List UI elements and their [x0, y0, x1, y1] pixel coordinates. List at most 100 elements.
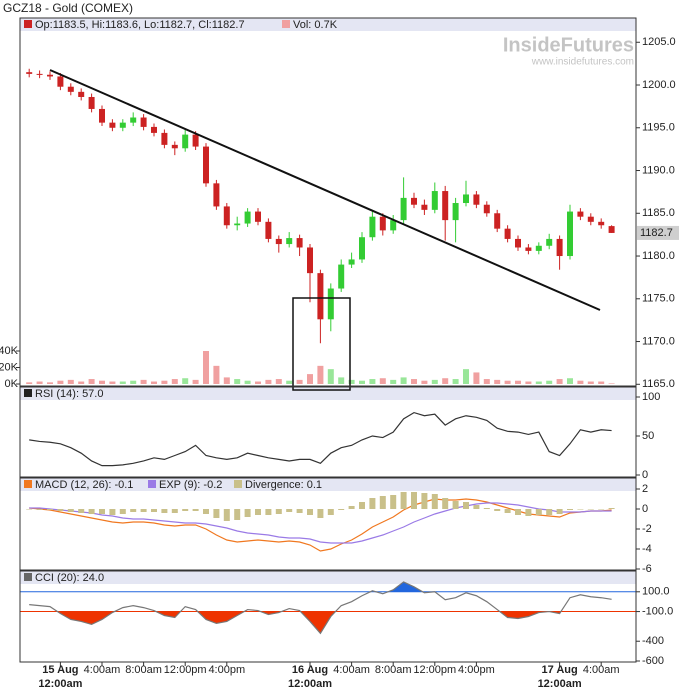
candle-body [109, 122, 116, 128]
candle-body [369, 216, 376, 238]
volume-bar [265, 379, 272, 384]
divergence-bar [307, 509, 313, 515]
volume-bar [161, 380, 168, 384]
candle-body [78, 91, 85, 97]
divergence-bar [390, 495, 397, 509]
volume-bar [171, 379, 178, 384]
volume-bar [442, 378, 449, 384]
volume-bar [223, 377, 230, 384]
divergence-bar [265, 509, 272, 515]
volume-bar [57, 380, 64, 384]
divergence-bar [57, 509, 64, 511]
candle-body [421, 204, 428, 210]
legend-text: Vol: 0.7K [293, 19, 338, 31]
candle-body [338, 264, 345, 289]
volume-bar [556, 379, 563, 384]
indicator-line [29, 581, 612, 635]
volume-bar [234, 379, 241, 384]
divergence-bar [234, 509, 241, 520]
candle-body [36, 73, 43, 75]
panel-frame [19, 570, 637, 663]
divergence-bar [182, 509, 189, 511]
volume-bar [244, 380, 251, 384]
volume-bar [421, 380, 428, 384]
candle-body [546, 238, 553, 246]
divergence-bar [525, 509, 532, 516]
divergence-bar [130, 509, 137, 512]
volume-bar [296, 379, 303, 384]
volume-bar [192, 379, 199, 384]
volume-bar [400, 377, 407, 384]
divergence-bar [587, 509, 594, 510]
y-tick-label: -6 [642, 563, 652, 575]
panel-frame [19, 477, 637, 571]
divergence-bar [535, 509, 542, 515]
volume-bar [307, 374, 313, 384]
candle-body [67, 86, 74, 92]
candle-body [587, 216, 594, 222]
divergence-bar [567, 509, 573, 510]
divergence-bar [504, 509, 511, 513]
candle-body [265, 221, 272, 239]
y-tick-label: 1185.0 [642, 207, 675, 219]
divergence-bar [47, 509, 53, 510]
trend-line [49, 69, 601, 311]
candle-body [99, 108, 105, 123]
y-tick-label: 1205.0 [642, 36, 676, 48]
x-tick-label: 12:00am [38, 678, 82, 689]
divergence-bar [151, 509, 157, 512]
volume-bar [431, 379, 438, 384]
volume-bar [99, 380, 105, 384]
divergence-bar [317, 509, 324, 518]
candle-body [556, 238, 563, 257]
y-tick-label: 0 [642, 469, 648, 481]
volume-bar [567, 378, 573, 384]
candle-body [213, 183, 220, 207]
divergence-bar [255, 509, 261, 515]
divergence-bar [36, 509, 43, 510]
y-tick-label: 0K [5, 378, 19, 390]
divergence-bar [119, 509, 126, 514]
volume-bar [88, 379, 95, 384]
volume-bar [286, 380, 293, 384]
y-tick-label: 100 [642, 391, 660, 403]
volume-bar [348, 379, 355, 384]
candle-body [411, 197, 417, 205]
volume-bar [379, 378, 386, 384]
y-tick-label: 2 [642, 483, 648, 495]
indicator-line [29, 411, 612, 467]
volume-bar [463, 369, 469, 384]
volume-bar [608, 383, 615, 384]
x-tick-label: 4:00pm [458, 664, 495, 676]
volume-bar [504, 380, 511, 384]
y-tick-label: -400 [642, 635, 664, 647]
legend-band [20, 571, 636, 584]
volume-bar [130, 380, 137, 384]
candle-body [171, 144, 178, 149]
volume-bar [109, 381, 116, 384]
divergence-bar [598, 509, 605, 510]
candle-body [483, 204, 490, 214]
divergence-bar [452, 501, 459, 509]
legend-swatch [234, 480, 242, 488]
marks: 1165.0 1170.0 1175.0 1180.0 1185.0 1190.0 1195… [0, 36, 679, 690]
y-tick-label: 1175.0 [642, 293, 675, 305]
candle-body [223, 206, 230, 226]
x-date-label: 15 Aug [42, 664, 78, 676]
candle-body [88, 96, 95, 109]
last-price: 1182.7 [640, 227, 673, 239]
candle-body [452, 203, 459, 221]
candle-body [57, 76, 64, 87]
divergence-bar [494, 509, 501, 511]
candle-body [390, 220, 397, 231]
divergence-bar [192, 509, 199, 511]
divergence-bar [577, 509, 584, 510]
divergence-bar [463, 502, 469, 509]
candle-body [317, 273, 324, 320]
x-tick-label: 12:00pm [413, 664, 456, 676]
divergence-bar [400, 492, 407, 509]
legend-text: EXP (9): -0.2 [159, 479, 222, 491]
x-tick-label: 4:00am [333, 664, 370, 676]
volume-bar [515, 380, 521, 384]
